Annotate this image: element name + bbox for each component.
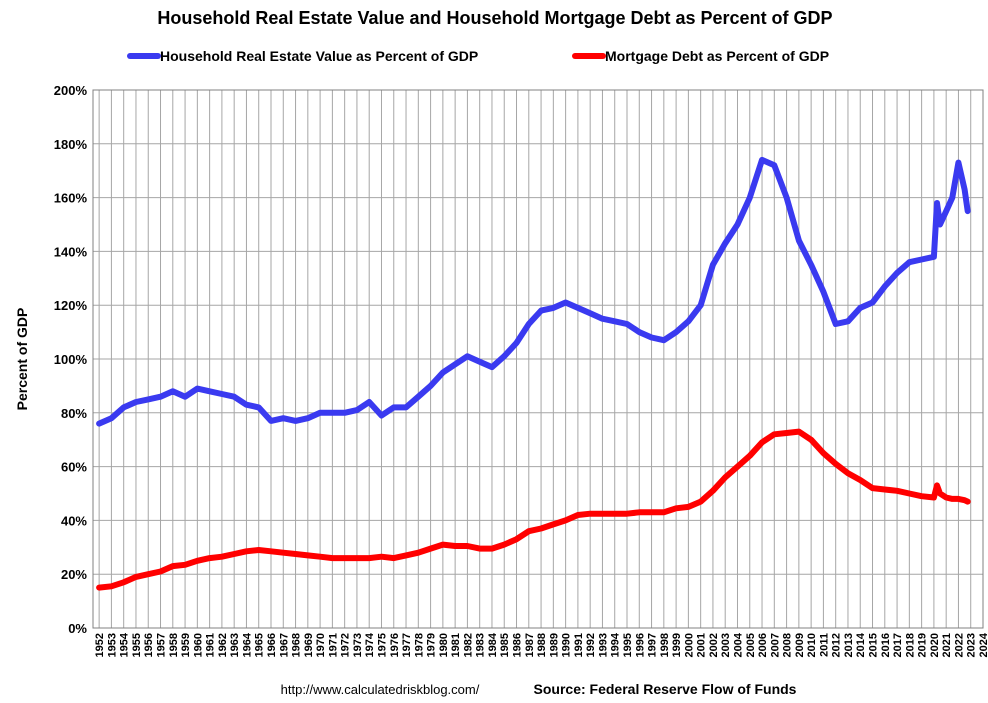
- x-tick-label: 1974: [364, 632, 376, 657]
- y-tick-label: 80%: [61, 406, 87, 421]
- x-tick-label: 1997: [647, 633, 659, 657]
- x-tick-label: 1971: [327, 633, 339, 657]
- x-tick-label: 1954: [119, 632, 131, 657]
- x-tick-label: 2004: [732, 632, 744, 657]
- x-tick-label: 2018: [904, 633, 916, 657]
- x-tick-label: 1996: [634, 633, 646, 657]
- x-tick-label: 1957: [156, 633, 168, 657]
- x-tick-label: 1977: [401, 633, 413, 657]
- x-tick-label: 1963: [229, 633, 241, 657]
- y-tick-label: 160%: [54, 191, 88, 206]
- data-line: [96, 428, 971, 591]
- x-tick-label: 1978: [413, 633, 425, 657]
- x-tick-label: 1962: [217, 633, 229, 657]
- x-tick-label: 2000: [683, 633, 695, 657]
- x-tick-label: 1987: [524, 633, 536, 657]
- legend-label: Household Real Estate Value as Percent o…: [160, 48, 478, 64]
- x-tick-label: 2013: [843, 633, 855, 657]
- chart-title: Household Real Estate Value and Househol…: [157, 8, 832, 28]
- x-tick-label: 1964: [241, 632, 253, 657]
- x-tick-label: 2022: [953, 633, 965, 657]
- x-tick-label: 1975: [376, 633, 388, 657]
- x-tick-label: 2024: [978, 632, 988, 657]
- x-tick-label: 2006: [757, 633, 769, 657]
- x-tick-label: 1976: [389, 633, 401, 657]
- x-tick-label: 1989: [548, 633, 560, 657]
- x-tick-label: 1982: [462, 633, 474, 657]
- x-tick-label: 2020: [929, 633, 941, 657]
- x-tick-label: 1958: [168, 633, 180, 657]
- footer-source: Source: Federal Reserve Flow of Funds: [534, 681, 797, 697]
- y-tick-label: 100%: [54, 352, 88, 367]
- x-tick-label: 1985: [499, 633, 511, 657]
- x-tick-label: 1980: [438, 633, 450, 657]
- x-tick-label: 1973: [352, 633, 364, 657]
- x-tick-label: 1961: [205, 633, 217, 657]
- x-tick-label: 2001: [696, 633, 708, 657]
- x-tick-label: 1995: [622, 633, 634, 657]
- y-tick-label: 40%: [61, 513, 87, 528]
- y-axis-label: Percent of GDP: [14, 308, 30, 411]
- x-tick-label: 1992: [585, 633, 597, 657]
- footer-url: http://www.calculatedriskblog.com/: [281, 682, 480, 697]
- x-tick-label: 2005: [745, 633, 757, 657]
- x-tick-label: 1991: [573, 633, 585, 657]
- x-tick-label: 1999: [671, 633, 683, 657]
- x-tick-label: 1981: [450, 633, 462, 657]
- x-tick-label: 2014: [855, 632, 867, 657]
- x-tick-label: 2012: [831, 633, 843, 657]
- x-tick-label: 1988: [536, 633, 548, 657]
- x-tick-label: 2023: [966, 633, 978, 657]
- x-tick-label: 2003: [720, 633, 732, 657]
- x-tick-label: 2008: [782, 633, 794, 657]
- x-tick-label: 1970: [315, 633, 327, 657]
- x-tick-label: 2002: [708, 633, 720, 657]
- x-tick-label: 1968: [291, 633, 303, 657]
- x-tick-label: 1966: [266, 633, 278, 657]
- y-tick-label: 120%: [54, 298, 88, 313]
- x-tick-label: 1967: [278, 633, 290, 657]
- x-tick-label: 1998: [659, 633, 671, 657]
- x-tick-label: 2009: [794, 633, 806, 657]
- legend-label: Mortgage Debt as Percent of GDP: [605, 48, 829, 64]
- x-tick-label: 2007: [769, 633, 781, 657]
- y-tick-label: 20%: [61, 567, 87, 582]
- x-tick-label: 1960: [192, 633, 204, 657]
- x-tick-label: 2017: [892, 633, 904, 657]
- x-tick-label: 2021: [941, 633, 953, 657]
- x-tick-label: 1984: [487, 632, 499, 657]
- y-tick-label: 200%: [54, 83, 88, 98]
- y-tick-label: 140%: [54, 244, 88, 259]
- x-tick-label: 1965: [254, 633, 266, 657]
- data-line: [96, 156, 971, 427]
- y-tick-label: 0%: [68, 621, 87, 636]
- y-tick-label: 180%: [54, 137, 88, 152]
- x-tick-label: 1986: [512, 633, 524, 657]
- x-tick-label: 1990: [561, 633, 573, 657]
- x-tick-label: 1993: [597, 633, 609, 657]
- x-tick-label: 2015: [868, 633, 880, 657]
- plot-border: [92, 89, 984, 629]
- x-tick-label: 1956: [143, 633, 155, 657]
- x-tick-label: 1983: [475, 633, 487, 657]
- x-tick-label: 2010: [806, 633, 818, 657]
- x-tick-label: 2019: [917, 633, 929, 657]
- x-tick-label: 1972: [340, 633, 352, 657]
- x-tick-label: 1953: [106, 633, 118, 657]
- x-tick-label: 1959: [180, 633, 192, 657]
- x-tick-label: 1979: [426, 633, 438, 657]
- x-tick-label: 1969: [303, 633, 315, 657]
- x-tick-label: 2011: [818, 633, 830, 657]
- x-tick-label: 1994: [610, 632, 622, 657]
- x-tick-label: 1955: [131, 633, 143, 657]
- x-tick-label: 2016: [880, 633, 892, 657]
- y-tick-label: 60%: [61, 460, 87, 475]
- x-tick-label: 1952: [94, 633, 106, 657]
